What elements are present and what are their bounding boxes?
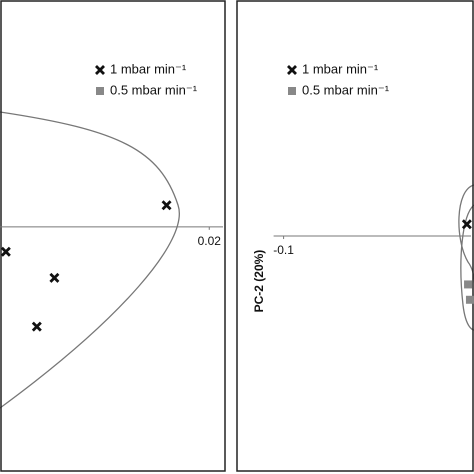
group-hull bbox=[458, 184, 474, 300]
point bbox=[464, 280, 473, 289]
panel-frame bbox=[0, 0, 226, 472]
legend-label: 0.5 mbar min⁻¹ bbox=[110, 82, 198, 97]
legend-label: 1 mbar min⁻¹ bbox=[110, 61, 187, 76]
x-tick-label: 0.02 bbox=[198, 234, 222, 248]
legend-marker bbox=[95, 65, 105, 75]
point bbox=[0, 246, 11, 257]
legend-marker bbox=[96, 87, 104, 95]
group-hull bbox=[460, 204, 474, 331]
x-tick-label: -0.1 bbox=[273, 243, 294, 257]
legend-label: 0.5 mbar min⁻¹ bbox=[302, 82, 390, 97]
legend-marker bbox=[288, 87, 296, 95]
legend-marker bbox=[287, 65, 297, 75]
point bbox=[461, 219, 472, 230]
legend-label: 1 mbar min⁻¹ bbox=[302, 61, 379, 76]
point bbox=[31, 321, 42, 332]
y-axis-label: PC-2 (20%) bbox=[252, 250, 266, 313]
point bbox=[49, 272, 60, 283]
point bbox=[161, 200, 172, 211]
group-hull bbox=[0, 111, 180, 409]
point bbox=[465, 295, 474, 304]
panel-frame bbox=[236, 0, 474, 472]
